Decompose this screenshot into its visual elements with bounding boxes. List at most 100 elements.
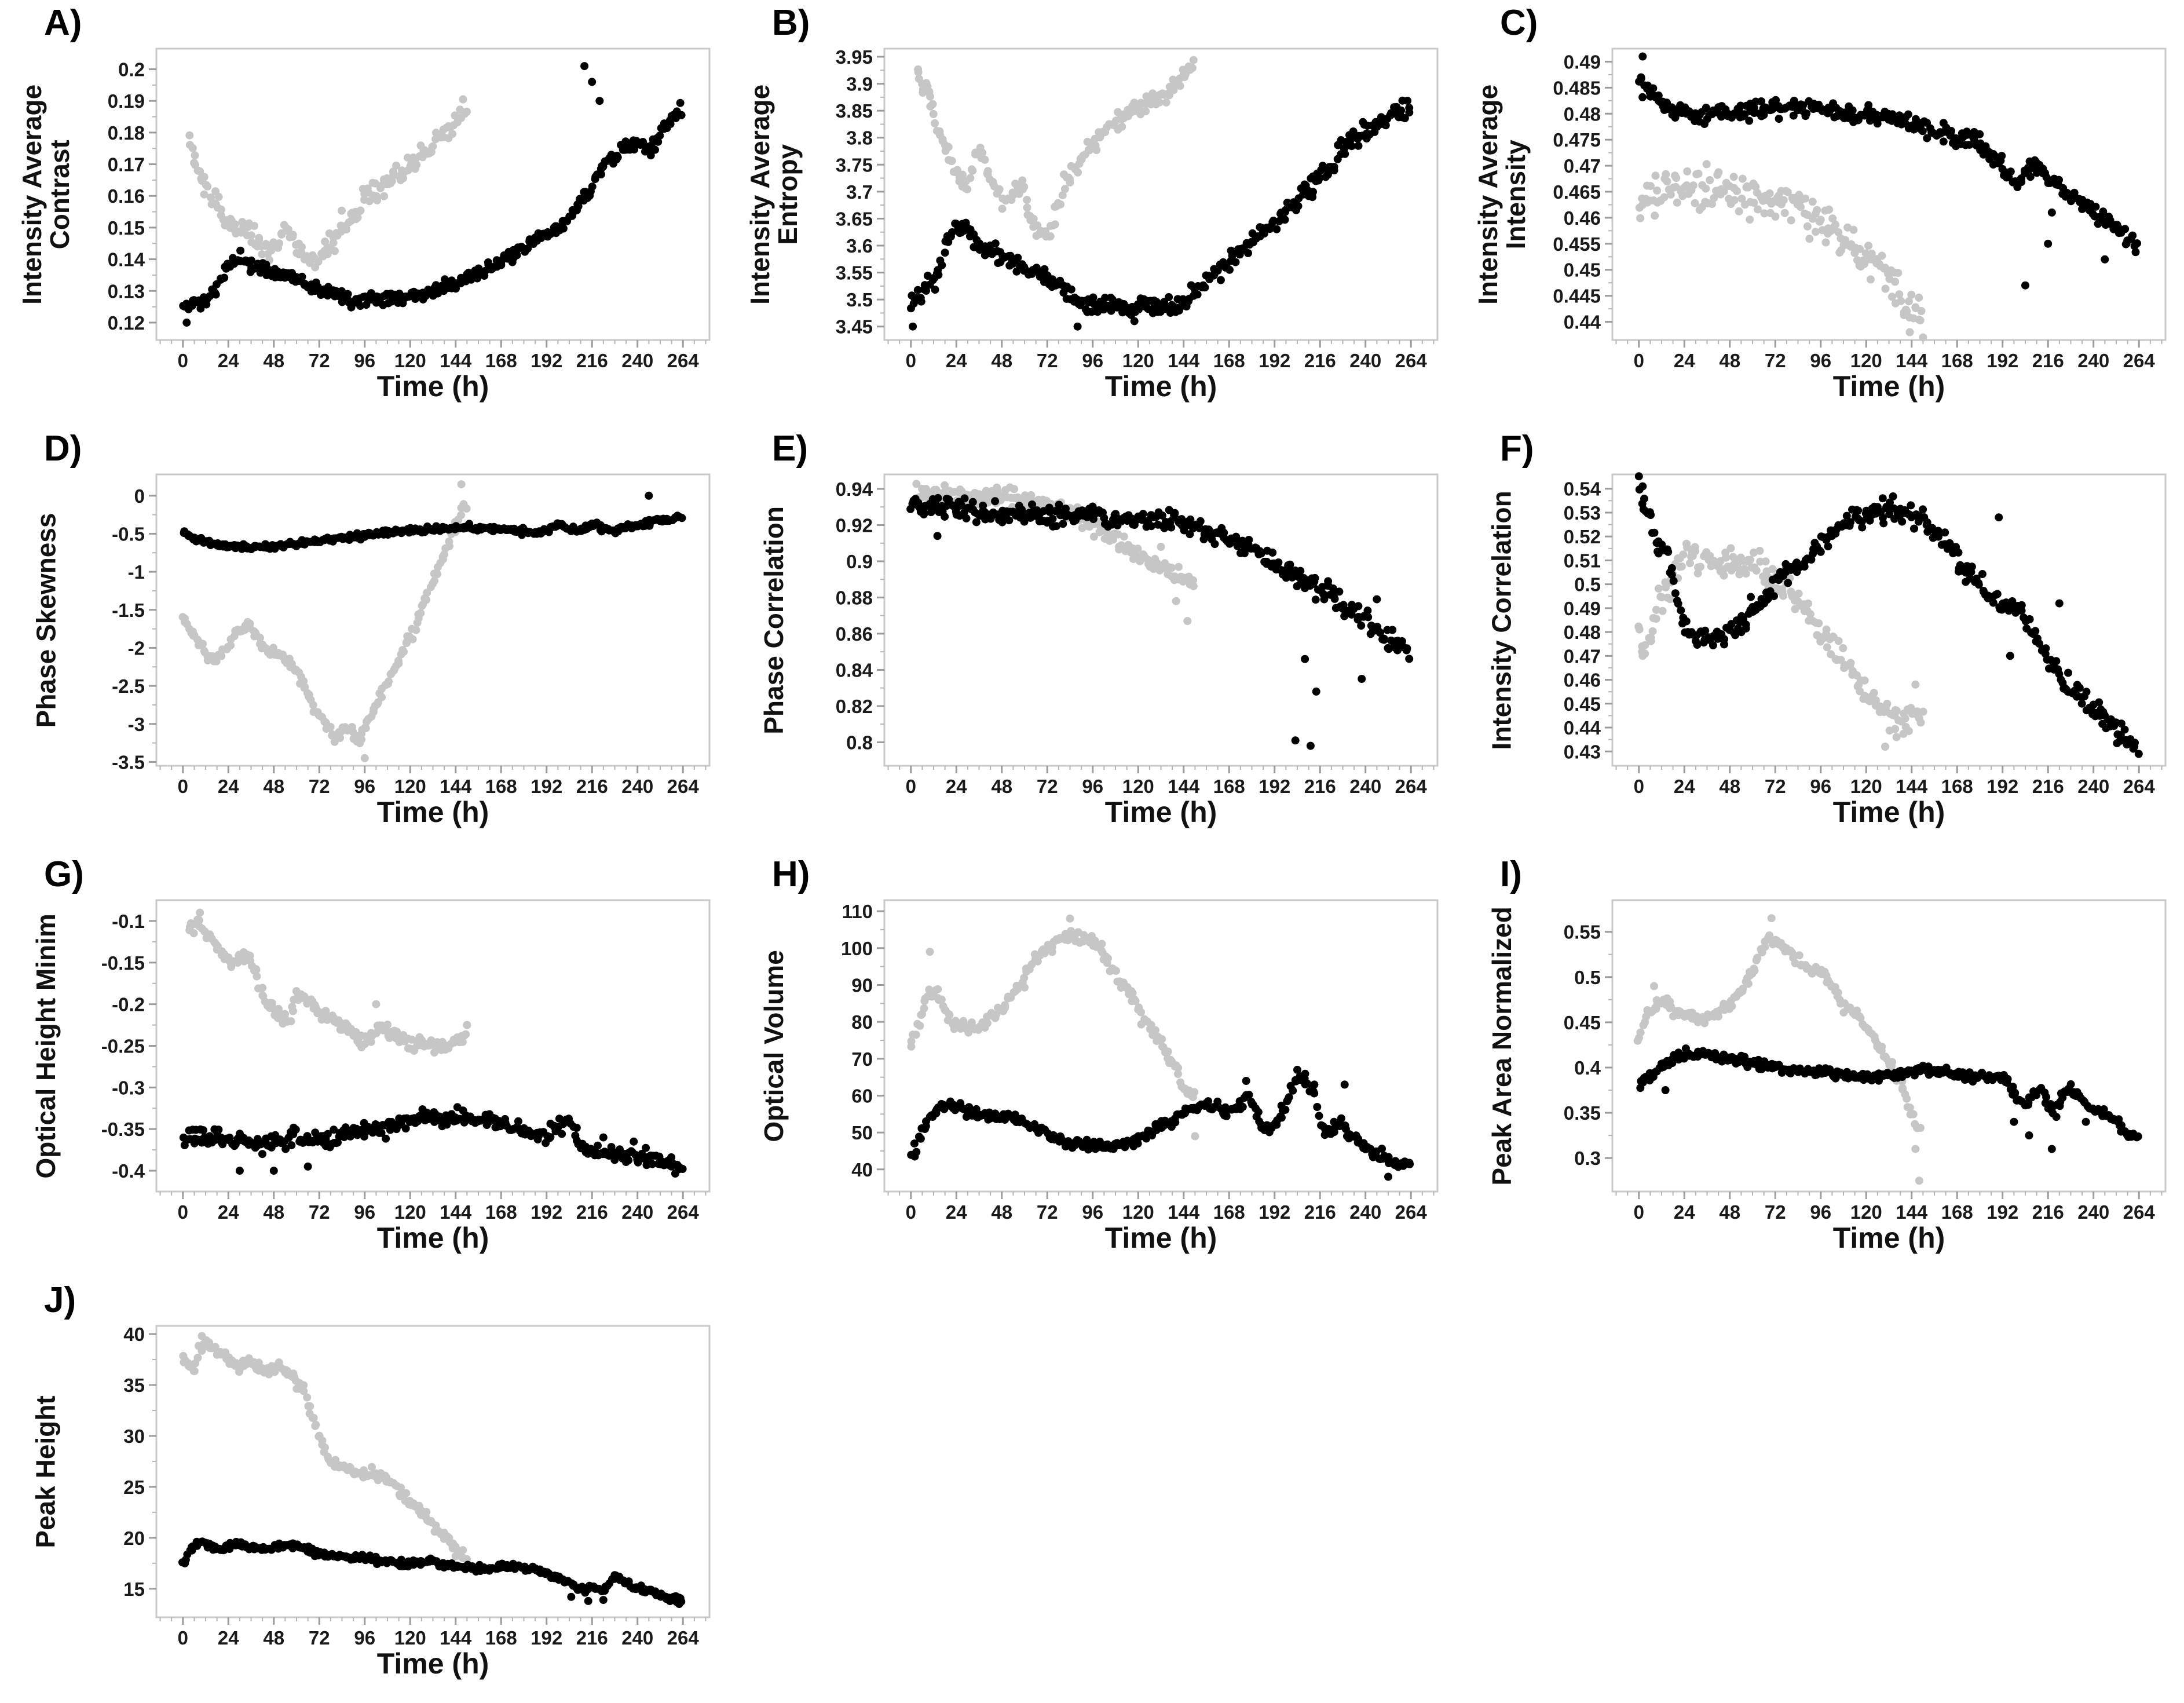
svg-text:0.94: 0.94 bbox=[836, 478, 873, 500]
empty-cell bbox=[1456, 1277, 2184, 1703]
panel-letter: I) bbox=[1500, 854, 1522, 895]
svg-text:120: 120 bbox=[394, 776, 426, 797]
panel-letter: B) bbox=[772, 2, 810, 43]
svg-text:120: 120 bbox=[1122, 1201, 1154, 1223]
svg-text:0: 0 bbox=[906, 1201, 916, 1223]
svg-text:0.455: 0.455 bbox=[1553, 233, 1601, 255]
x-axis-label: Time (h) bbox=[1612, 1221, 2165, 1255]
svg-text:3.7: 3.7 bbox=[846, 181, 873, 203]
svg-text:0.19: 0.19 bbox=[108, 90, 145, 112]
svg-text:192: 192 bbox=[1259, 1201, 1290, 1223]
svg-text:264: 264 bbox=[2123, 776, 2156, 797]
x-axis-label: Time (h) bbox=[156, 1647, 709, 1680]
svg-text:168: 168 bbox=[1213, 776, 1245, 797]
svg-text:0.47: 0.47 bbox=[1564, 155, 1601, 177]
svg-text:0.46: 0.46 bbox=[1564, 207, 1601, 229]
svg-text:-1: -1 bbox=[128, 561, 145, 583]
svg-text:48: 48 bbox=[1719, 776, 1740, 797]
svg-text:168: 168 bbox=[485, 1201, 517, 1223]
svg-text:0.52: 0.52 bbox=[1564, 526, 1601, 547]
svg-text:96: 96 bbox=[1810, 1201, 1831, 1223]
svg-text:-0.1: -0.1 bbox=[112, 911, 145, 932]
x-axis-label: Time (h) bbox=[1612, 370, 2165, 403]
svg-text:48: 48 bbox=[1719, 350, 1740, 371]
x-axis-label: Time (h) bbox=[1612, 795, 2165, 829]
svg-text:192: 192 bbox=[1259, 350, 1290, 371]
svg-text:144: 144 bbox=[440, 776, 472, 797]
svg-text:24: 24 bbox=[218, 350, 239, 371]
svg-text:120: 120 bbox=[394, 1201, 426, 1223]
svg-text:72: 72 bbox=[309, 350, 330, 371]
panel-letter: G) bbox=[44, 854, 84, 895]
svg-text:216: 216 bbox=[2032, 776, 2064, 797]
svg-text:72: 72 bbox=[1765, 350, 1786, 371]
svg-text:48: 48 bbox=[263, 776, 284, 797]
svg-text:0.5: 0.5 bbox=[1574, 574, 1601, 595]
svg-text:192: 192 bbox=[1987, 1201, 2018, 1223]
svg-text:168: 168 bbox=[1941, 1201, 1973, 1223]
svg-text:168: 168 bbox=[1213, 1201, 1245, 1223]
svg-text:48: 48 bbox=[263, 1201, 284, 1223]
svg-text:0.45: 0.45 bbox=[1564, 260, 1601, 281]
svg-text:0.17: 0.17 bbox=[108, 154, 145, 176]
svg-text:72: 72 bbox=[1765, 1201, 1786, 1223]
svg-text:-1.5: -1.5 bbox=[112, 600, 145, 621]
svg-text:96: 96 bbox=[1810, 776, 1831, 797]
svg-text:0.82: 0.82 bbox=[836, 696, 873, 717]
svg-text:48: 48 bbox=[991, 350, 1012, 371]
svg-text:216: 216 bbox=[576, 350, 608, 371]
svg-text:3.9: 3.9 bbox=[846, 74, 873, 95]
x-axis-label: Time (h) bbox=[884, 370, 1437, 403]
svg-text:0.43: 0.43 bbox=[1564, 741, 1601, 762]
svg-text:240: 240 bbox=[621, 1201, 653, 1223]
svg-text:24: 24 bbox=[946, 350, 967, 371]
svg-text:0.48: 0.48 bbox=[1564, 622, 1601, 643]
svg-text:120: 120 bbox=[1122, 350, 1154, 371]
svg-text:264: 264 bbox=[667, 350, 700, 371]
svg-text:0.445: 0.445 bbox=[1553, 286, 1601, 307]
svg-text:48: 48 bbox=[1719, 1201, 1740, 1223]
svg-text:0: 0 bbox=[178, 350, 188, 371]
svg-text:100: 100 bbox=[841, 938, 873, 959]
svg-text:0.88: 0.88 bbox=[836, 587, 873, 608]
svg-text:216: 216 bbox=[576, 776, 608, 797]
svg-text:120: 120 bbox=[1850, 776, 1882, 797]
svg-text:-3.5: -3.5 bbox=[112, 751, 145, 773]
svg-text:240: 240 bbox=[1349, 1201, 1381, 1223]
svg-text:0.485: 0.485 bbox=[1553, 77, 1601, 98]
panel-letter: H) bbox=[772, 854, 810, 895]
svg-text:240: 240 bbox=[2077, 776, 2109, 797]
svg-text:0.45: 0.45 bbox=[1564, 693, 1601, 715]
svg-text:96: 96 bbox=[1082, 1201, 1103, 1223]
svg-text:0.475: 0.475 bbox=[1553, 129, 1601, 151]
svg-text:80: 80 bbox=[851, 1011, 873, 1033]
svg-text:0: 0 bbox=[906, 350, 916, 371]
svg-text:264: 264 bbox=[1395, 1201, 1428, 1223]
svg-text:48: 48 bbox=[991, 1201, 1012, 1223]
svg-text:168: 168 bbox=[1941, 350, 1973, 371]
x-axis-label: Time (h) bbox=[156, 370, 709, 403]
svg-text:120: 120 bbox=[1850, 350, 1882, 371]
svg-text:240: 240 bbox=[1349, 350, 1381, 371]
svg-text:0.14: 0.14 bbox=[108, 249, 145, 271]
svg-text:48: 48 bbox=[263, 350, 284, 371]
svg-text:24: 24 bbox=[218, 776, 239, 797]
svg-text:120: 120 bbox=[394, 350, 426, 371]
svg-text:-2: -2 bbox=[128, 637, 145, 659]
svg-text:-0.35: -0.35 bbox=[101, 1119, 145, 1140]
panel-letter: D) bbox=[44, 428, 82, 469]
svg-text:168: 168 bbox=[1213, 350, 1245, 371]
svg-text:168: 168 bbox=[1941, 776, 1973, 797]
svg-text:90: 90 bbox=[851, 974, 873, 996]
svg-text:3.55: 3.55 bbox=[836, 262, 873, 284]
svg-text:192: 192 bbox=[1987, 776, 2018, 797]
svg-text:0: 0 bbox=[178, 1201, 188, 1223]
svg-text:0: 0 bbox=[1634, 776, 1644, 797]
